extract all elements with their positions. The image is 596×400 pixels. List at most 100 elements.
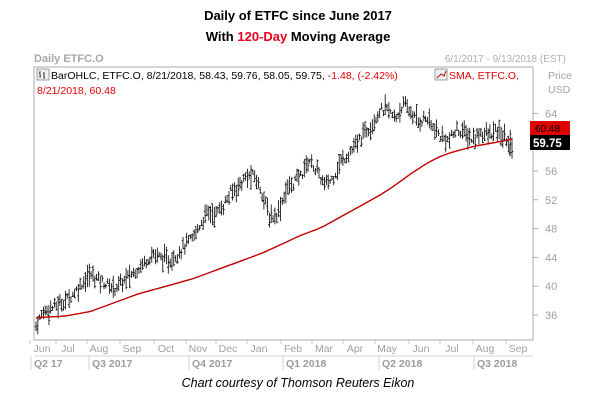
- ohlc-bar: [358, 133, 361, 141]
- header-left: Daily ETFC.O: [34, 53, 104, 65]
- ohlc-bar: [290, 177, 293, 193]
- ohlc-bar: [190, 233, 194, 242]
- ohlc-bar: [483, 127, 486, 142]
- ohlc-bar: [253, 170, 256, 183]
- ohlc-bar: [71, 291, 75, 297]
- ohlc-bar: [321, 175, 324, 186]
- ohlc-bar: [108, 278, 111, 294]
- ohlc-bar: [448, 132, 451, 149]
- x-month-label: Jun: [413, 343, 430, 355]
- ohlc-bar: [211, 203, 214, 226]
- ohlc-bar: [365, 126, 369, 138]
- ohlc-bar: [347, 151, 350, 163]
- ohlc-bar: [494, 123, 497, 132]
- ohlc-bar: [394, 114, 398, 123]
- ohlc-bar: [100, 275, 104, 283]
- ohlc-bar: [398, 102, 402, 123]
- ohlc-bar: [227, 191, 231, 205]
- ohlc-bar: [157, 251, 161, 258]
- ohlc-bar: [179, 249, 183, 260]
- ohlc-bar: [268, 212, 271, 228]
- ohlc-bar: [459, 130, 462, 138]
- ohlc-bar: [319, 177, 323, 185]
- sma-line: [35, 138, 513, 319]
- ohlc-bar: [293, 175, 297, 181]
- ohlc-bar: [110, 283, 113, 293]
- ohlc-bar: [389, 109, 392, 114]
- x-month-label: Jun: [34, 343, 51, 355]
- legend-ohlc-change: -1.48, (-2.42%): [328, 70, 398, 82]
- ohlc-bar: [148, 256, 152, 265]
- ohlc-bar: [45, 305, 49, 316]
- ohlc-bar: [34, 321, 38, 332]
- ohlc-bar: [168, 258, 172, 268]
- ohlc-bar: [185, 232, 188, 247]
- ohlc-bar: [503, 123, 506, 142]
- svg-text:BarOHLC, ETFC.O, 8/21/2018, 58: BarOHLC, ETFC.O, 8/21/2018, 58.43, 59.76…: [51, 70, 398, 82]
- ohlc-bar: [181, 237, 185, 250]
- ohlc-bar: [354, 134, 358, 149]
- sma-tag-text: 60.48: [535, 124, 560, 135]
- title-suffix: Moving Average: [287, 29, 391, 44]
- ohlc-bar: [428, 108, 431, 129]
- ohlc-bar: [196, 224, 199, 234]
- ohlc-bar: [163, 243, 166, 262]
- ohlc-bar: [462, 120, 466, 137]
- x-quarter-label: Q2 17: [34, 358, 63, 370]
- ohlc-bar: [376, 111, 380, 123]
- ohlc-bar: [260, 192, 264, 202]
- y-tick-label: 36: [545, 310, 557, 322]
- ohlc-bar: [240, 179, 244, 191]
- x-quarter-label: Q2 2018: [382, 358, 422, 370]
- ohlc-bar: [86, 264, 89, 288]
- header-right: 6/1/2017 - 9/13/2018 (EST): [445, 54, 566, 65]
- ohlc-bar: [475, 127, 479, 139]
- sma-value-tag: [530, 121, 570, 135]
- ohlc-bars: [34, 94, 514, 335]
- ohlc-bar: [323, 176, 326, 191]
- ohlc-bar: [229, 184, 233, 191]
- ohlc-bar: [251, 169, 255, 175]
- ohlc-bar: [152, 248, 155, 258]
- x-month-label: Sep: [509, 343, 528, 355]
- ohlc-bar: [444, 134, 448, 153]
- chart-caption: Chart courtesy of Thomson Reuters Eikon: [181, 376, 415, 390]
- ohlc-bar: [413, 111, 416, 118]
- ohlc-bar: [437, 129, 440, 136]
- ohlc-bar: [200, 220, 203, 227]
- ohlc-bar: [233, 182, 236, 197]
- ohlc-bar: [312, 165, 315, 172]
- ohlc-bar: [402, 96, 405, 108]
- ohlc-bar: [371, 119, 374, 135]
- ohlc-bar: [146, 258, 150, 266]
- ohlc-bar: [304, 155, 308, 174]
- y-tick-label: 40: [545, 281, 557, 293]
- x-month-label: Sep: [123, 343, 142, 355]
- ohlc-bar: [203, 204, 207, 224]
- ohlc-bar: [242, 173, 245, 182]
- ohlc-bar: [339, 154, 343, 165]
- ohlc-bar: [135, 268, 139, 279]
- ohlc-bar: [78, 277, 82, 290]
- ohlc-bar: [360, 136, 363, 147]
- y-tick-label: 44: [545, 252, 557, 264]
- y-tick-label: 48: [545, 224, 557, 236]
- ohlc-bar: [446, 136, 449, 143]
- ohlc-bar: [301, 173, 304, 179]
- ohlc-bar: [119, 273, 122, 286]
- ohlc-bar: [56, 295, 60, 319]
- ohlc-bar: [47, 305, 51, 326]
- ohlc-bar: [53, 297, 56, 308]
- x-month-label: Nov: [189, 343, 208, 355]
- ohlc-bar: [60, 298, 63, 312]
- ohlc-bar: [225, 195, 229, 203]
- ohlc-bar: [65, 293, 69, 299]
- ohlc-bar: [350, 146, 354, 154]
- ohlc-bar: [213, 207, 216, 228]
- ohlc-bar: [246, 168, 249, 188]
- ohlc-bar: [286, 179, 290, 195]
- x-quarter-label: Q1 2018: [286, 358, 326, 370]
- price-axis-unit: USD: [548, 84, 571, 96]
- ohlc-bar: [161, 254, 165, 273]
